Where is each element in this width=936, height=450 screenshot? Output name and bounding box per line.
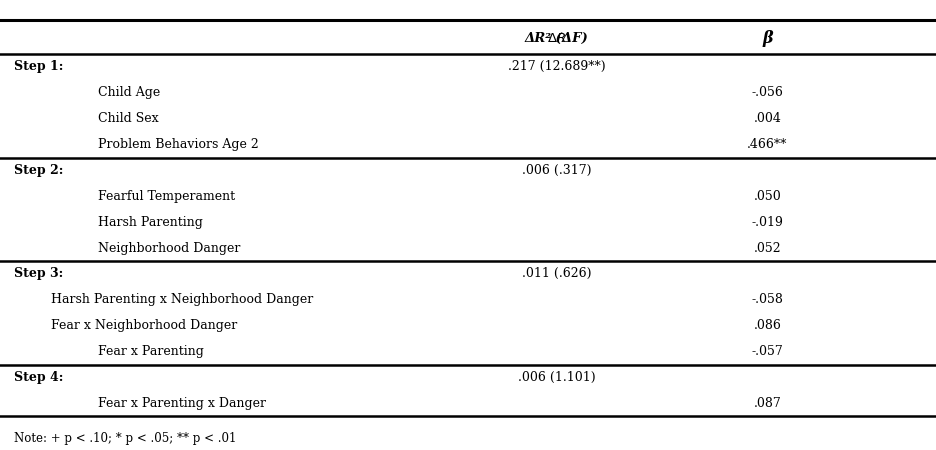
Text: .006 (1.101): .006 (1.101) bbox=[519, 371, 595, 384]
Text: Fearful Temperament: Fearful Temperament bbox=[98, 190, 236, 203]
Text: Child Sex: Child Sex bbox=[98, 112, 159, 125]
Text: Step 2:: Step 2: bbox=[14, 164, 64, 177]
Text: Neighborhood Danger: Neighborhood Danger bbox=[98, 242, 241, 255]
Text: $\mathit{\Delta}$$\mathbf{\it{R}}$: $\mathit{\Delta}$$\mathbf{\it{R}}$ bbox=[548, 32, 566, 45]
Text: .004: .004 bbox=[753, 112, 782, 125]
Text: β: β bbox=[762, 30, 773, 47]
Text: Step 1:: Step 1: bbox=[14, 60, 64, 73]
Text: Fear x Parenting: Fear x Parenting bbox=[98, 345, 204, 358]
Text: .086: .086 bbox=[753, 319, 782, 332]
Text: Harsh Parenting x Neighborhood Danger: Harsh Parenting x Neighborhood Danger bbox=[51, 293, 314, 306]
Text: Child Age: Child Age bbox=[98, 86, 161, 99]
Text: .217 (12.689**): .217 (12.689**) bbox=[508, 60, 606, 73]
Text: .011 (.626): .011 (.626) bbox=[522, 267, 592, 280]
Text: .052: .052 bbox=[753, 242, 782, 255]
Text: Problem Behaviors Age 2: Problem Behaviors Age 2 bbox=[98, 138, 259, 151]
Text: Fear x Neighborhood Danger: Fear x Neighborhood Danger bbox=[51, 319, 238, 332]
Text: -.057: -.057 bbox=[752, 345, 783, 358]
Text: .050: .050 bbox=[753, 190, 782, 203]
Text: -.056: -.056 bbox=[752, 86, 783, 99]
Text: Fear x Parenting x Danger: Fear x Parenting x Danger bbox=[98, 397, 266, 410]
Text: -.058: -.058 bbox=[752, 293, 783, 306]
Text: .006 (.317): .006 (.317) bbox=[522, 164, 592, 177]
Text: Step 3:: Step 3: bbox=[14, 267, 64, 280]
Text: Step 4:: Step 4: bbox=[14, 371, 64, 384]
Text: Harsh Parenting: Harsh Parenting bbox=[98, 216, 203, 229]
Text: .087: .087 bbox=[753, 397, 782, 410]
Text: -.019: -.019 bbox=[752, 216, 783, 229]
Text: Note: + p < .10; * p < .05; ** p < .01: Note: + p < .10; * p < .05; ** p < .01 bbox=[14, 432, 237, 445]
Text: ΔR² (ΔF): ΔR² (ΔF) bbox=[525, 32, 589, 45]
Text: .466**: .466** bbox=[747, 138, 788, 151]
